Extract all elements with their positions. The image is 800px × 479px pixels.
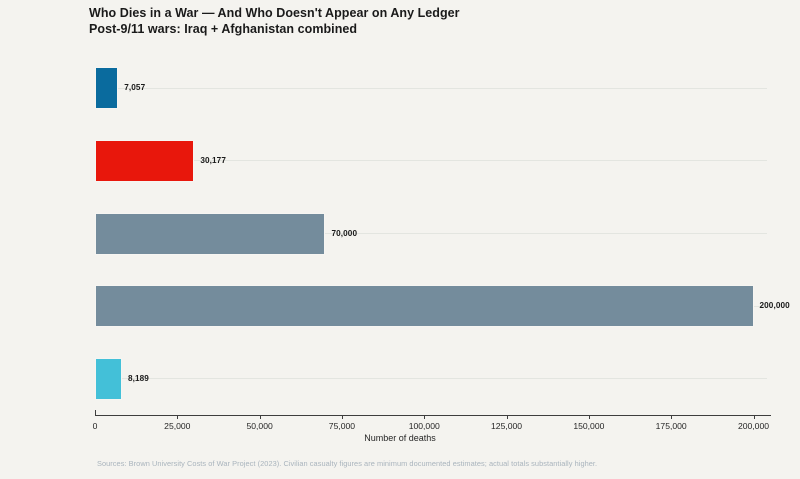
x-axis-tick — [588, 415, 590, 419]
source-footnote: Sources: Brown University Costs of War P… — [97, 459, 598, 468]
x-axis-title: Number of deaths — [364, 433, 436, 443]
x-axis-left-cap — [95, 410, 96, 415]
page-title: Who Dies in a War — And Who Doesn't Appe… — [89, 6, 460, 20]
x-axis-line — [95, 415, 771, 416]
chart-subtitle: Post-9/11 wars: Iraq + Afghanistan combi… — [89, 21, 358, 36]
x-axis-tick — [424, 415, 426, 419]
x-axis-tick-label: 150,000 — [573, 421, 605, 431]
x-axis-tick — [671, 415, 673, 419]
chart-title-block: Who Dies in a War — And Who Doesn't Appe… — [89, 6, 749, 37]
gridline — [95, 233, 767, 234]
bar-4[interactable] — [95, 285, 754, 328]
gridline — [95, 378, 767, 380]
bar-1[interactable] — [95, 67, 119, 110]
bar-2[interactable] — [95, 139, 195, 182]
x-axis-tick — [177, 415, 179, 419]
bar-value-label: 30,177 — [200, 155, 226, 165]
x-axis-tick-label: 50,000 — [246, 421, 273, 431]
x-axis-tick-label: 0 — [92, 421, 98, 431]
bar-value-label: 200,000 — [759, 301, 790, 311]
gridline — [95, 87, 767, 89]
x-axis-tick — [753, 415, 755, 419]
x-axis-tick-label: 200,000 — [737, 421, 770, 431]
x-axis-tick-label: 125,000 — [491, 421, 523, 431]
bar-value-label: 7,057 — [124, 83, 146, 93]
x-axis-tick — [259, 415, 261, 419]
bar-5[interactable] — [95, 357, 122, 400]
bar-value-label: 70,000 — [331, 228, 358, 238]
gridline — [95, 160, 767, 162]
x-axis-tick-label: 25,000 — [164, 421, 191, 431]
plot-area: 7,057 30,177 70,000 200,000 8,189 — [95, 52, 790, 415]
bar-value-label: 8,189 — [127, 373, 149, 383]
x-axis-tick — [506, 415, 508, 419]
x-axis-tick-label: 100,000 — [408, 421, 440, 431]
bar-3[interactable] — [95, 212, 326, 255]
x-axis-tick — [341, 415, 343, 419]
x-axis-tick-label: 175,000 — [655, 421, 687, 431]
x-axis-tick-label: 75,000 — [328, 421, 356, 431]
